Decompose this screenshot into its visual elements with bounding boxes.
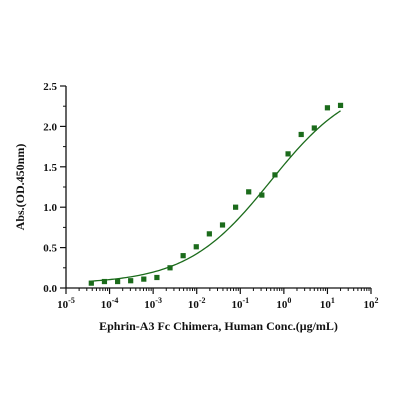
data-point — [311, 125, 317, 131]
x-tick-label: 10-5 — [57, 296, 75, 311]
y-axis-title: Abs.(OD.450nm) — [13, 144, 27, 231]
x-tick-label: 10-4 — [101, 296, 119, 311]
x-tick-label: 102 — [364, 296, 379, 311]
x-tick-label: 10-1 — [231, 296, 249, 311]
y-tick-label: 0.5 — [43, 243, 57, 255]
data-point — [180, 253, 186, 259]
y-tick-label: 0.0 — [43, 283, 57, 295]
y-tick-label: 2.0 — [43, 121, 57, 133]
data-point — [233, 204, 239, 210]
data-point — [272, 172, 278, 178]
data-point — [154, 274, 160, 281]
data-point — [246, 189, 252, 195]
x-tick-label: 101 — [320, 296, 335, 311]
y-tick-label: 1.0 — [43, 202, 57, 214]
data-point — [193, 244, 199, 250]
y-tick-label: 2.5 — [43, 81, 57, 93]
data-point — [298, 131, 304, 138]
x-tick-label: 100 — [276, 296, 291, 311]
data-point — [167, 265, 173, 271]
x-axis: 10-5 10-4 10-3 10-2 10-1 100 101 102 — [57, 287, 379, 311]
data-point — [141, 276, 147, 282]
data-point — [101, 278, 108, 285]
data-point — [88, 280, 94, 286]
data-point — [219, 222, 226, 228]
data-point — [206, 231, 212, 237]
fit-curve-layer — [91, 110, 341, 282]
data-point — [259, 192, 265, 198]
data-points-layer — [88, 102, 344, 286]
y-tick-label: 1.5 — [43, 162, 57, 174]
x-tick-label: 10-3 — [144, 296, 162, 311]
data-point — [128, 278, 134, 284]
data-point — [337, 102, 344, 108]
x-axis-title: Ephrin-A3 Fc Chimera, Human Conc.(μg/mL) — [99, 319, 338, 333]
x-tick-label: 10-2 — [188, 296, 206, 311]
fit-curve-line — [91, 110, 341, 282]
data-point — [115, 278, 121, 285]
data-point — [285, 151, 291, 157]
y-axis: 0.0 0.5 1.0 1.5 2.0 2.5 — [43, 81, 67, 295]
data-point — [324, 105, 331, 111]
